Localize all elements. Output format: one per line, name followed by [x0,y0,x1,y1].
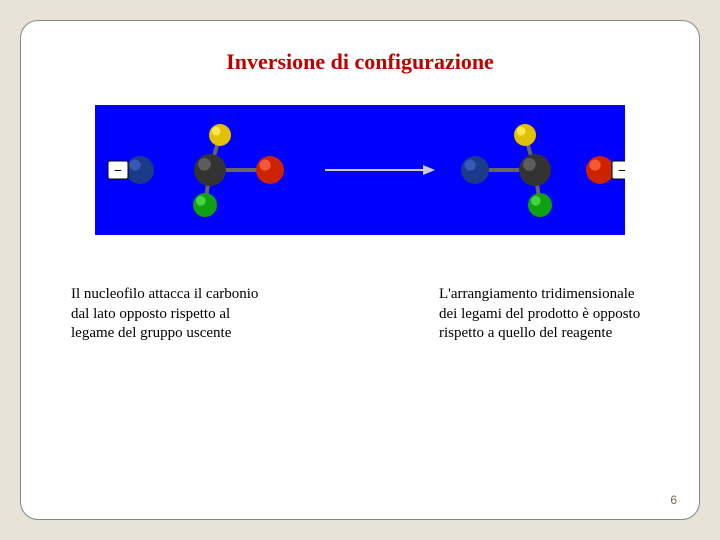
diagram-svg: −− [95,105,625,235]
slide-title: Inversione di configurazione [121,49,599,75]
left-caption: Il nucleofilo attacca il carbonio dal la… [71,285,271,344]
right-caption: L'arrangiamento tridimensionale dei lega… [439,285,649,344]
reaction-diagram: −− [95,105,625,235]
text-row: Il nucleofilo attacca il carbonio dal la… [61,285,659,344]
svg-text:−: − [114,164,122,179]
slide-frame: Inversione di configurazione −− Il nucle… [20,20,700,520]
page-number: 6 [670,493,677,507]
svg-text:−: − [618,164,625,179]
